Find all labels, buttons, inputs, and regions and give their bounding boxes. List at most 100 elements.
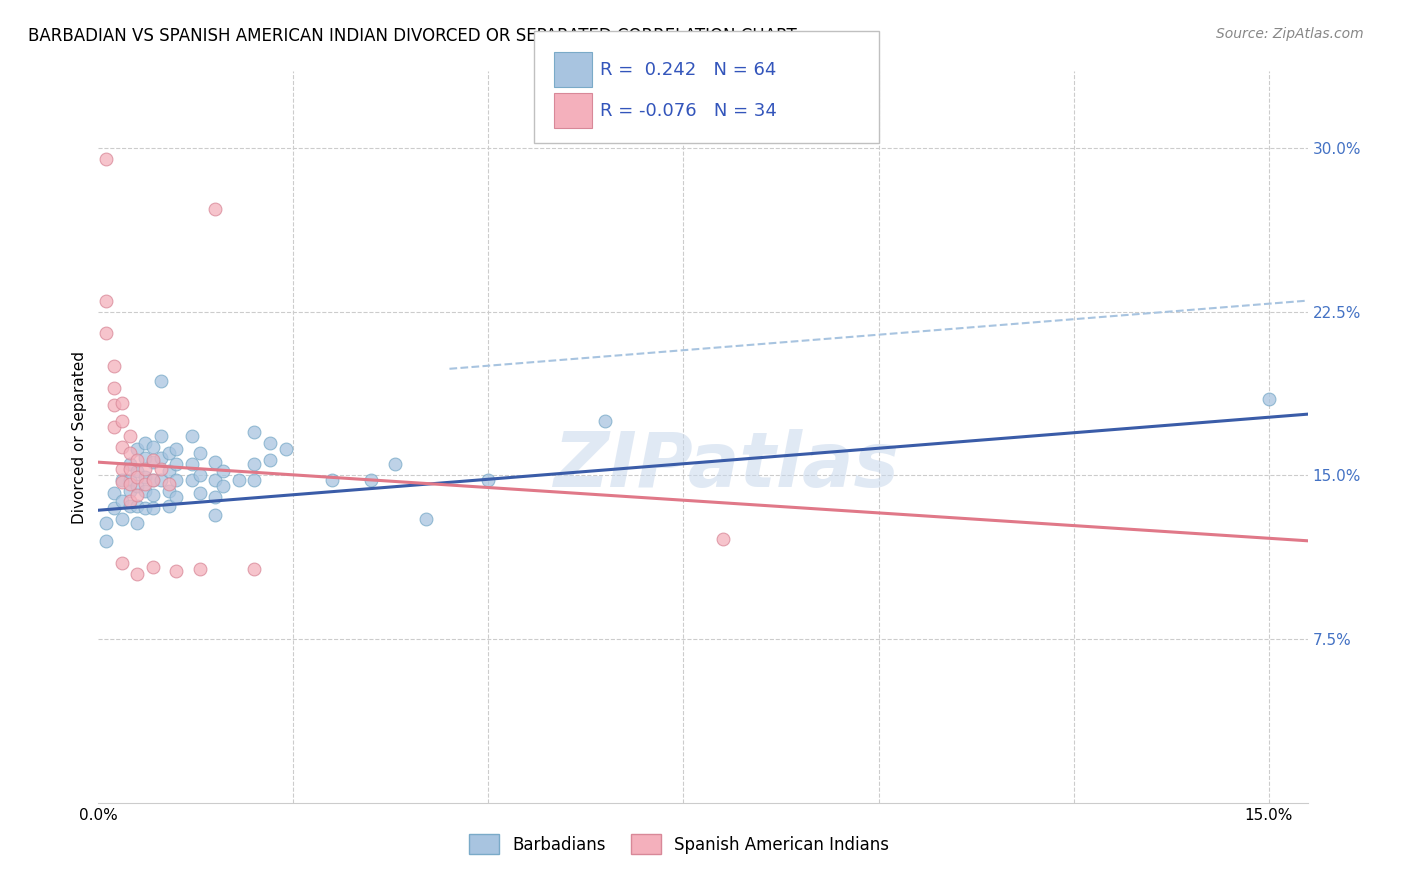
Point bbox=[188, 562, 211, 576]
Point bbox=[415, 512, 437, 526]
Point bbox=[181, 429, 204, 443]
Point bbox=[274, 442, 297, 456]
Point bbox=[157, 477, 180, 491]
Point bbox=[165, 490, 187, 504]
Point bbox=[243, 458, 266, 472]
Point bbox=[103, 420, 125, 434]
Point bbox=[118, 483, 141, 498]
Point bbox=[188, 446, 211, 460]
Point bbox=[111, 461, 134, 475]
Point bbox=[111, 475, 134, 489]
Text: R = -0.076   N = 34: R = -0.076 N = 34 bbox=[600, 102, 778, 120]
Point bbox=[212, 479, 235, 493]
Point bbox=[165, 442, 187, 456]
Point bbox=[142, 473, 165, 487]
Point bbox=[142, 560, 165, 574]
Point bbox=[204, 202, 226, 216]
Point bbox=[127, 470, 149, 484]
Point bbox=[111, 512, 134, 526]
Point bbox=[212, 464, 235, 478]
Point bbox=[157, 483, 180, 498]
Point bbox=[118, 458, 141, 472]
Point bbox=[111, 556, 134, 570]
Point bbox=[711, 532, 734, 546]
Point bbox=[118, 461, 141, 475]
Point bbox=[157, 499, 180, 513]
Point bbox=[134, 435, 156, 450]
Point bbox=[243, 473, 266, 487]
Text: R =  0.242   N = 64: R = 0.242 N = 64 bbox=[600, 61, 776, 78]
Point bbox=[1257, 392, 1279, 406]
Legend: Barbadians, Spanish American Indians: Barbadians, Spanish American Indians bbox=[463, 828, 896, 860]
Point bbox=[111, 494, 134, 508]
Point bbox=[477, 473, 499, 487]
Point bbox=[165, 458, 187, 472]
Point bbox=[142, 453, 165, 467]
Point bbox=[103, 359, 125, 373]
Point bbox=[96, 152, 118, 166]
Point bbox=[243, 562, 266, 576]
Point bbox=[181, 473, 204, 487]
Point bbox=[111, 414, 134, 428]
Point bbox=[127, 499, 149, 513]
Point bbox=[134, 483, 156, 498]
Text: BARBADIAN VS SPANISH AMERICAN INDIAN DIVORCED OR SEPARATED CORRELATION CHART: BARBADIAN VS SPANISH AMERICAN INDIAN DIV… bbox=[28, 27, 797, 45]
Point bbox=[118, 473, 141, 487]
Point bbox=[118, 499, 141, 513]
Point bbox=[134, 461, 156, 475]
Point bbox=[111, 396, 134, 410]
Point bbox=[96, 326, 118, 341]
Point bbox=[134, 470, 156, 484]
Point bbox=[127, 488, 149, 502]
Point bbox=[149, 450, 172, 465]
Text: Source: ZipAtlas.com: Source: ZipAtlas.com bbox=[1216, 27, 1364, 41]
Point bbox=[259, 435, 281, 450]
Point bbox=[228, 473, 250, 487]
Point bbox=[127, 479, 149, 493]
Point bbox=[96, 516, 118, 531]
Point bbox=[134, 501, 156, 516]
Point bbox=[165, 473, 187, 487]
Point bbox=[149, 429, 172, 443]
Point bbox=[188, 468, 211, 483]
Point bbox=[134, 477, 156, 491]
Point bbox=[149, 473, 172, 487]
Point bbox=[111, 440, 134, 454]
Point bbox=[384, 458, 406, 472]
Point bbox=[149, 375, 172, 389]
Point bbox=[96, 533, 118, 548]
Point bbox=[96, 293, 118, 308]
Point bbox=[243, 425, 266, 439]
Point bbox=[142, 440, 165, 454]
Point bbox=[204, 508, 226, 522]
Point bbox=[360, 473, 382, 487]
Point bbox=[204, 455, 226, 469]
Point bbox=[321, 473, 343, 487]
Point bbox=[595, 414, 617, 428]
Point bbox=[181, 458, 204, 472]
Point bbox=[142, 455, 165, 469]
Point bbox=[127, 453, 149, 467]
Point bbox=[188, 485, 211, 500]
Point bbox=[142, 473, 165, 487]
Point bbox=[118, 446, 141, 460]
Point bbox=[157, 446, 180, 460]
Point bbox=[142, 488, 165, 502]
Point bbox=[134, 450, 156, 465]
Text: ZIPatlas: ZIPatlas bbox=[554, 429, 900, 503]
Y-axis label: Divorced or Separated: Divorced or Separated bbox=[72, 351, 87, 524]
Point bbox=[118, 494, 141, 508]
Point bbox=[103, 485, 125, 500]
Point bbox=[118, 429, 141, 443]
Point bbox=[157, 464, 180, 478]
Point bbox=[149, 461, 172, 475]
Point bbox=[204, 490, 226, 504]
Point bbox=[142, 501, 165, 516]
Point bbox=[103, 381, 125, 395]
Point bbox=[103, 399, 125, 413]
Point bbox=[127, 566, 149, 581]
Point bbox=[204, 473, 226, 487]
Point bbox=[118, 477, 141, 491]
Point bbox=[165, 565, 187, 579]
Point bbox=[127, 516, 149, 531]
